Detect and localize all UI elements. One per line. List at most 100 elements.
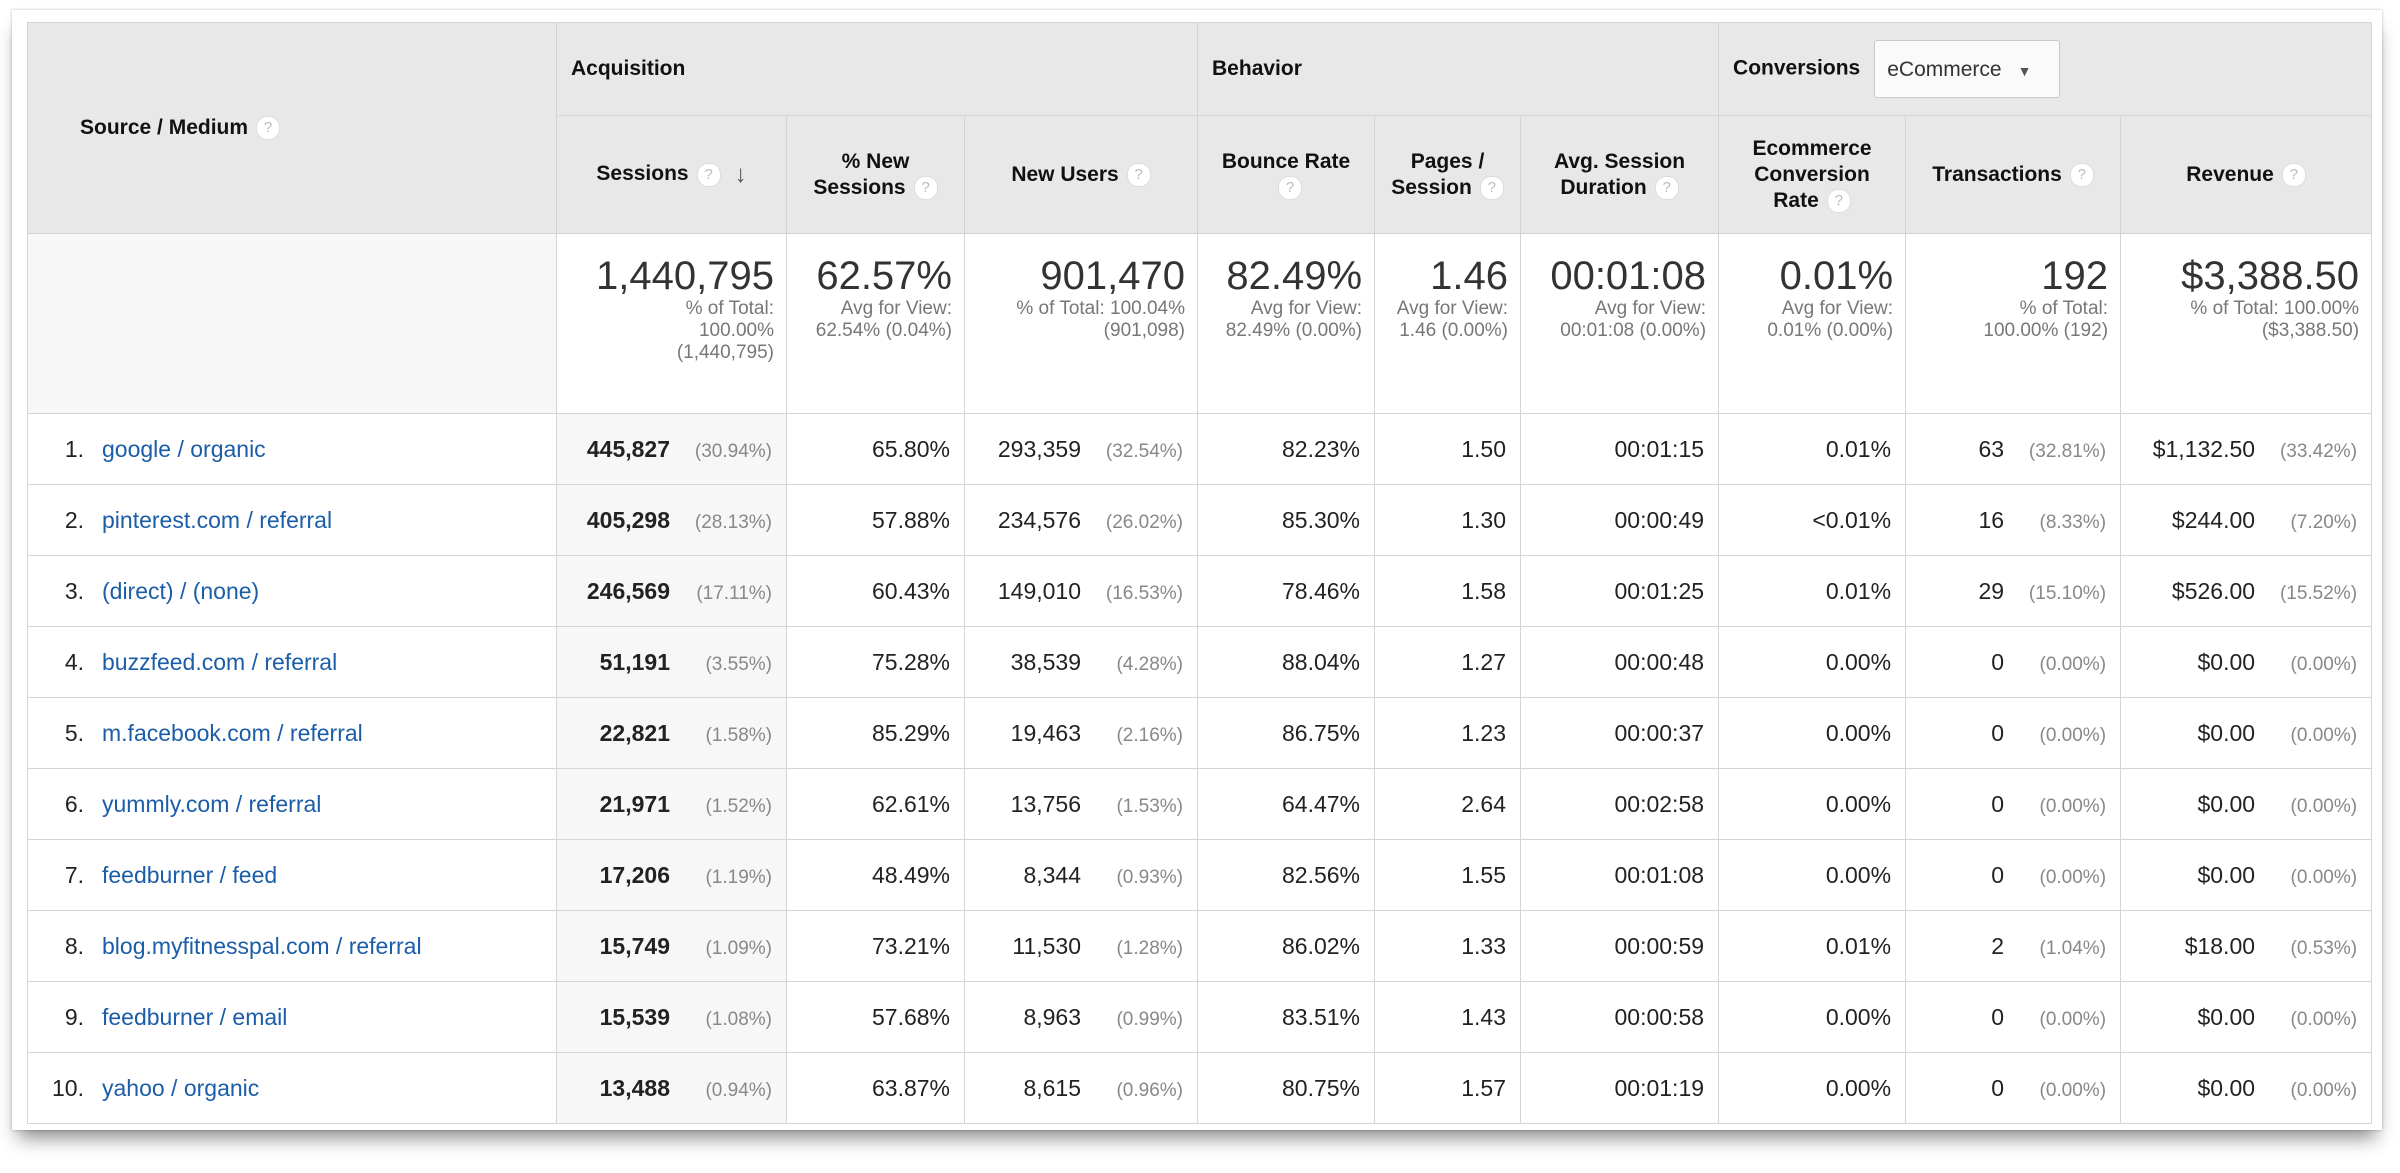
row-number: 2. — [64, 506, 84, 533]
summary-subtext: % of Total: 100.00% (192) — [1983, 298, 2109, 341]
column-header-avg-session-duration[interactable]: Avg. Session Duration? — [1520, 115, 1720, 234]
bounce-rate-cell: 85.30% — [1197, 484, 1376, 556]
transactions-cell: 0 (0.00%) — [1905, 626, 2122, 698]
transactions-value: 16 — [1978, 506, 2005, 533]
source-medium-link[interactable]: feedburner / feed — [102, 861, 278, 888]
help-icon[interactable]: ? — [913, 175, 938, 200]
avg-session-duration-value: 00:01:08 — [1614, 861, 1705, 888]
help-icon[interactable]: ? — [1826, 188, 1851, 213]
column-header-new-sessions-pct[interactable]: % New Sessions? — [786, 115, 965, 234]
summary-source-cell — [27, 233, 557, 414]
source-medium-link[interactable]: buzzfeed.com / referral — [102, 648, 338, 675]
revenue-cell: $0.00 (0.00%) — [2120, 768, 2373, 840]
source-medium-link[interactable]: pinterest.com / referral — [102, 506, 333, 533]
transactions-cell: 2 (1.04%) — [1905, 910, 2122, 982]
summary-ecommerce-conversion-rate: 0.01% Avg for View: 0.01% (0.00%) — [1718, 233, 1907, 414]
source-medium-link[interactable]: feedburner / email — [102, 1003, 288, 1030]
source-medium-label: Source / Medium — [80, 115, 249, 139]
sessions-cell: 17,206 (1.19%) — [556, 839, 787, 911]
pages-per-session-value: 1.43 — [1461, 1003, 1507, 1030]
column-header-source-medium[interactable]: Source / Medium? — [27, 22, 557, 234]
source-cell: 2. pinterest.com / referral — [27, 484, 557, 556]
sessions-percent: (1.58%) — [705, 724, 772, 746]
revenue-percent: (7.20%) — [2290, 511, 2358, 533]
transactions-value: 2 — [1991, 932, 2005, 959]
source-cell: 9. feedburner / email — [27, 981, 557, 1053]
source-cell: 6. yummly.com / referral — [27, 768, 557, 840]
sessions-percent: (1.09%) — [705, 937, 772, 959]
pages-per-session-value: 1.30 — [1461, 506, 1507, 533]
source-medium-link[interactable]: google / organic — [102, 435, 266, 462]
row-number: 10. — [52, 1074, 84, 1101]
help-icon[interactable]: ? — [2281, 162, 2306, 187]
ecommerce-conversion-rate-cell: 0.00% — [1718, 768, 1907, 840]
summary-transactions: 192% of Total: 100.00% (192) — [1905, 233, 2122, 414]
column-header-revenue[interactable]: Revenue? — [2120, 115, 2373, 234]
ecommerce-conversion-rate-cell: 0.00% — [1718, 1052, 1907, 1124]
help-icon[interactable]: ? — [256, 116, 281, 141]
column-header-sessions[interactable]: Sessions? ↓ — [556, 115, 787, 234]
source-medium-link[interactable]: (direct) / (none) — [102, 577, 260, 604]
ecommerce-conversion-rate-value: 0.01% — [1825, 932, 1892, 959]
column-label: Bounce Rate — [1221, 149, 1351, 173]
new-users-cell: 38,539 (4.28%) — [963, 626, 1199, 698]
new-users-percent: (26.02%) — [1105, 511, 1184, 533]
bounce-rate-value: 85.30% — [1282, 506, 1361, 533]
summary-value: 901,470 — [1040, 254, 1186, 298]
bounce-rate-cell: 78.46% — [1197, 555, 1376, 627]
summary-new-sessions-pct: 62.57% Avg for View: 62.54% (0.04%) — [786, 233, 965, 414]
revenue-cell: $1,132.50 (33.42%) — [2120, 413, 2373, 485]
help-icon[interactable]: ? — [2069, 162, 2094, 187]
source-medium-link[interactable]: yummly.com / referral — [102, 790, 322, 817]
help-icon[interactable]: ? — [1278, 175, 1303, 200]
table-row: 3. (direct) / (none) 246,569 (17.11%) 60.43%… — [27, 555, 2373, 627]
avg-session-duration-value: 00:00:48 — [1614, 648, 1705, 675]
transactions-cell: 29 (15.10%) — [1905, 555, 2122, 627]
group-header-behavior: Behavior — [1197, 22, 1720, 116]
new-users-value: 234,576 — [997, 506, 1082, 533]
conversions-dropdown[interactable]: eCommerce ▼ — [1874, 40, 2061, 98]
avg-session-duration-cell: 00:00:58 — [1520, 981, 1720, 1053]
transactions-cell: 0 (0.00%) — [1905, 768, 2122, 840]
conversions-label: Conversions — [1733, 56, 1861, 80]
sessions-value: 13,488 — [599, 1074, 670, 1101]
ecommerce-conversion-rate-cell: 0.00% — [1718, 981, 1907, 1053]
source-cell: 7. feedburner / feed — [27, 839, 557, 911]
sessions-cell: 15,539 (1.08%) — [556, 981, 787, 1053]
sessions-percent: (30.94%) — [694, 440, 772, 462]
new-sessions-pct-cell: 85.29% — [786, 697, 965, 769]
revenue-value: $18.00 — [2184, 932, 2256, 959]
pages-per-session-cell: 2.64 — [1374, 768, 1522, 840]
revenue-value: $0.00 — [2197, 648, 2256, 675]
transactions-percent: (15.10%) — [2028, 582, 2107, 604]
column-header-bounce-rate[interactable]: Bounce Rate? — [1197, 115, 1376, 234]
bounce-rate-value: 78.46% — [1282, 577, 1361, 604]
transactions-cell: 16 (8.33%) — [1905, 484, 2122, 556]
source-medium-link[interactable]: yahoo / organic — [102, 1074, 260, 1101]
row-number: 6. — [64, 790, 84, 817]
source-medium-link[interactable]: blog.myfitnesspal.com / referral — [102, 932, 422, 959]
new-users-percent: (4.28%) — [1116, 653, 1184, 675]
sessions-value: 15,539 — [599, 1003, 670, 1030]
column-header-transactions[interactable]: Transactions? — [1905, 115, 2122, 234]
pages-per-session-value: 1.55 — [1461, 861, 1507, 888]
table-row: 1. google / organic 445,827 (30.94%) 65.80% 2… — [27, 413, 2373, 485]
help-icon[interactable]: ? — [1126, 162, 1151, 187]
summary-new-users: 901,470% of Total: 100.04% (901,098) — [963, 233, 1199, 414]
column-header-pages-per-session[interactable]: Pages / Session? — [1374, 115, 1522, 234]
pages-per-session-cell: 1.27 — [1374, 626, 1522, 698]
revenue-percent: (0.00%) — [2290, 1008, 2358, 1030]
help-icon[interactable]: ? — [696, 162, 721, 187]
row-number: 3. — [64, 577, 84, 604]
bounce-rate-cell: 86.75% — [1197, 697, 1376, 769]
column-header-new-users[interactable]: New Users? — [963, 115, 1199, 234]
help-icon[interactable]: ? — [1654, 175, 1679, 200]
help-icon[interactable]: ? — [1479, 175, 1504, 200]
table-row: 4. buzzfeed.com / referral 51,191 (3.55%) 75… — [27, 626, 2373, 698]
avg-session-duration-cell: 00:00:48 — [1520, 626, 1720, 698]
column-label: Transactions — [1932, 162, 2062, 186]
sort-descending-icon[interactable]: ↓ — [734, 160, 747, 188]
ecommerce-conversion-rate-value: 0.00% — [1825, 861, 1892, 888]
source-medium-link[interactable]: m.facebook.com / referral — [102, 719, 363, 746]
column-header-ecommerce-conversion-rate[interactable]: Ecommerce Conversion Rate? — [1718, 115, 1907, 234]
